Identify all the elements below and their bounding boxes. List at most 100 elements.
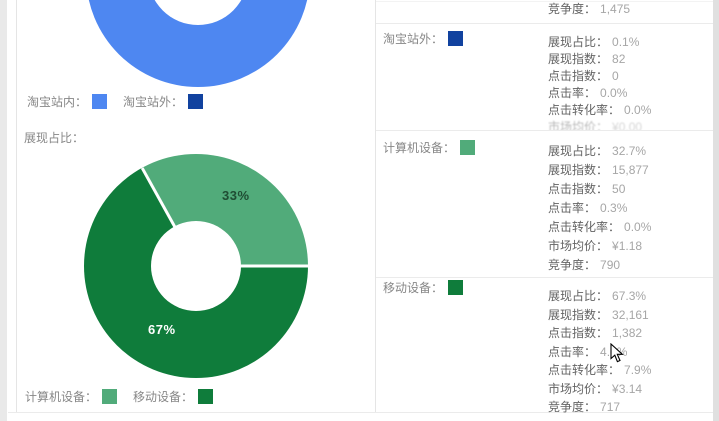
section-divider bbox=[376, 23, 713, 24]
stat-label: 竞争度： bbox=[548, 258, 597, 272]
legend-swatch bbox=[198, 389, 214, 404]
stat-value: 0.1% bbox=[612, 35, 640, 49]
stat-value: 1,475 bbox=[600, 2, 631, 16]
mouse-cursor bbox=[610, 343, 624, 363]
panel-left-border bbox=[375, 0, 376, 412]
legend-device-share: 计算机设备： 移动设备： bbox=[25, 388, 229, 405]
stats-partial-top-section: 竞争度： 1,475 bbox=[548, 1, 630, 18]
stat-value: 15,877 bbox=[612, 163, 649, 177]
stat-value: ¥1.18 bbox=[612, 239, 643, 253]
donut-chart-device-share[interactable]: 33% 67% bbox=[84, 154, 308, 378]
slice-label-computer: 33% bbox=[222, 188, 250, 203]
stat-label: 竞争度： bbox=[548, 400, 597, 414]
stat-row: 竞争度： 717 bbox=[548, 398, 651, 417]
slice-label-mobile: 67% bbox=[148, 322, 176, 337]
section-header-label: 淘宝站外： bbox=[383, 32, 444, 46]
stat-label: 点击指数： bbox=[548, 326, 609, 340]
stats-taobao-external: 展现占比： 0.1% 展现指数： 82 点击指数： 0 点击率： 0.0% 点击转化率： 0.0%… bbox=[548, 34, 651, 130]
stat-label: 市场均价： bbox=[548, 381, 609, 396]
left-card-border bbox=[16, 0, 17, 413]
panel-section-header-taobao-external: 淘宝站外： bbox=[383, 30, 464, 47]
donut-hole bbox=[151, 221, 241, 311]
color-swatch bbox=[460, 140, 476, 155]
stat-label: 点击转化率： bbox=[548, 103, 621, 117]
chart-title-display-share: 展现占比： bbox=[24, 131, 85, 145]
stats-computer-device: 展现占比： 32.7% 展现指数： 15,877 点击指数： 50 点击率： 0.3% 点击转化… bbox=[548, 142, 651, 275]
panel-section-header-mobile: 移动设备： bbox=[383, 279, 464, 296]
stat-row: 竞争度： 1,475 bbox=[548, 1, 630, 18]
stat-row: 市场均价： ¥1.18 bbox=[548, 237, 651, 256]
stat-row: 展现占比： 0.1% bbox=[548, 34, 651, 51]
stats-mobile-device: 展现占比：67.3%展现指数：32,161点击指数：1,382点击率：4.0%点… bbox=[548, 287, 651, 417]
stat-value: 0.3% bbox=[600, 201, 628, 215]
legend-swatch bbox=[92, 94, 108, 109]
stat-label: 市场均价： bbox=[548, 120, 609, 130]
stat-row: 市场均价： ¥3.14 bbox=[548, 380, 651, 399]
stat-value: 790 bbox=[600, 258, 621, 272]
legend-item[interactable]: 淘宝站内： bbox=[27, 94, 108, 109]
stat-label: 展现占比： bbox=[548, 289, 609, 303]
stat-value: ¥3.14 bbox=[612, 381, 643, 396]
stat-label: 点击转化率： bbox=[548, 220, 621, 234]
stat-value: 0.0% bbox=[624, 103, 652, 117]
stat-value: 50 bbox=[612, 182, 626, 196]
stat-row: 展现指数： 15,877 bbox=[548, 161, 651, 180]
stat-row: 点击指数： 1,382 bbox=[548, 324, 651, 343]
legend-item[interactable]: 计算机设备： bbox=[25, 389, 118, 404]
legend-taobao-source: 淘宝站内： 淘宝站外： bbox=[27, 93, 219, 110]
stat-row: 点击转化率： 0.0% bbox=[548, 102, 651, 119]
legend-label: 淘宝站外： bbox=[123, 95, 184, 109]
stat-label: 展现指数： bbox=[548, 307, 609, 322]
legend-label: 淘宝站内： bbox=[27, 95, 88, 109]
stat-label: 点击率： bbox=[548, 201, 597, 215]
left-gutter bbox=[0, 0, 7, 421]
panel-section-header-computer: 计算机设备： bbox=[383, 139, 476, 156]
stat-value: 32,161 bbox=[612, 307, 649, 322]
stat-row: 点击率：4.0% bbox=[548, 343, 651, 362]
stat-value: ¥0.00 bbox=[612, 120, 643, 130]
section-divider bbox=[376, 130, 713, 131]
right-scrollbar-track[interactable] bbox=[713, 0, 719, 421]
stat-value: 717 bbox=[600, 400, 621, 414]
section-divider bbox=[376, 277, 713, 278]
stat-row: 点击指数： 0 bbox=[548, 68, 651, 85]
legend-swatch bbox=[102, 389, 118, 404]
stat-label: 竞争度： bbox=[548, 2, 597, 16]
stat-value: 67.3% bbox=[612, 289, 647, 303]
stat-label: 展现指数： bbox=[548, 52, 609, 66]
stat-row: 展现占比： 67.3% bbox=[548, 287, 651, 306]
stat-label: 展现占比： bbox=[548, 144, 609, 158]
stat-label: 展现占比： bbox=[548, 35, 609, 49]
stat-label: 点击转化率： bbox=[548, 363, 621, 377]
stat-value: 0 bbox=[612, 69, 619, 83]
legend-item[interactable]: 淘宝站外： bbox=[123, 94, 204, 109]
stat-value: 1,382 bbox=[612, 326, 643, 340]
stat-label: 展现指数： bbox=[548, 163, 609, 177]
stat-label: 点击指数： bbox=[548, 182, 609, 196]
stat-row: 展现占比： 32.7% bbox=[548, 142, 651, 161]
color-swatch bbox=[448, 280, 464, 295]
color-swatch bbox=[448, 31, 464, 46]
section-divider bbox=[8, 412, 713, 413]
legend-swatch bbox=[188, 94, 204, 109]
legend-label: 计算机设备： bbox=[25, 390, 98, 404]
stat-value: 0.0% bbox=[624, 220, 652, 234]
donut-hole bbox=[148, 0, 248, 25]
stat-row: 点击率： 0.0% bbox=[548, 85, 651, 102]
stat-row: 点击转化率： 0.0% bbox=[548, 218, 651, 237]
stat-label: 点击率： bbox=[548, 344, 597, 359]
stat-label: 点击率： bbox=[548, 86, 597, 100]
stat-row: 点击率： 0.3% bbox=[548, 199, 651, 218]
stat-label: 市场均价： bbox=[548, 239, 609, 253]
legend-item[interactable]: 移动设备： bbox=[133, 389, 214, 404]
stat-value: 0.0% bbox=[600, 86, 628, 100]
stat-row: 展现指数： 82 bbox=[548, 51, 651, 68]
stat-row: 点击转化率： 7.9% bbox=[548, 361, 651, 380]
stat-row: 点击指数： 50 bbox=[548, 180, 651, 199]
section-header-label: 计算机设备： bbox=[383, 141, 456, 155]
section-divider bbox=[376, 1, 713, 2]
donut-chart-taobao-source[interactable] bbox=[86, 0, 310, 87]
section-header-label: 移动设备： bbox=[383, 281, 444, 295]
stat-label: 点击指数： bbox=[548, 69, 609, 83]
